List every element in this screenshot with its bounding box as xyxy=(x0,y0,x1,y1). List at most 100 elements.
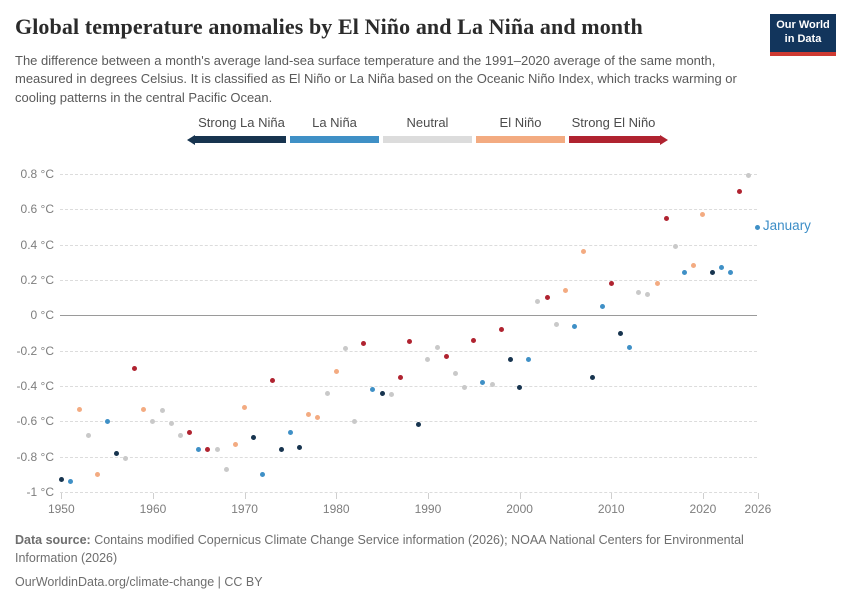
data-point[interactable] xyxy=(168,420,174,426)
data-point[interactable] xyxy=(297,445,303,451)
data-point[interactable] xyxy=(462,385,468,391)
legend-segment-la-nina[interactable] xyxy=(290,136,379,143)
data-point[interactable] xyxy=(141,406,147,412)
data-point[interactable] xyxy=(104,418,110,424)
data-point[interactable] xyxy=(718,265,724,271)
data-point[interactable] xyxy=(122,456,128,462)
data-point[interactable] xyxy=(526,357,532,363)
data-point[interactable] xyxy=(132,365,138,371)
y-axis-label: -0.4 °C xyxy=(16,379,54,394)
data-point[interactable] xyxy=(434,344,440,350)
data-point[interactable] xyxy=(617,330,623,336)
data-point[interactable] xyxy=(342,346,348,352)
data-point[interactable] xyxy=(232,441,238,447)
data-point[interactable] xyxy=(205,447,211,453)
data-point[interactable] xyxy=(452,371,458,377)
data-point[interactable] xyxy=(306,411,312,417)
data-source-line: Data source: Contains modified Copernicu… xyxy=(15,531,760,567)
legend-arrow-left xyxy=(187,134,195,145)
data-point[interactable] xyxy=(727,270,733,276)
data-point[interactable] xyxy=(498,327,504,333)
data-point[interactable] xyxy=(737,189,743,195)
x-tick-mark xyxy=(427,493,429,499)
data-point[interactable] xyxy=(572,323,578,329)
data-point[interactable] xyxy=(755,224,761,230)
data-point[interactable] xyxy=(590,374,596,380)
data-point[interactable] xyxy=(654,281,660,287)
data-point[interactable] xyxy=(645,291,651,297)
data-point[interactable] xyxy=(287,429,293,435)
data-point[interactable] xyxy=(691,263,697,269)
data-point[interactable] xyxy=(489,381,495,387)
data-point[interactable] xyxy=(599,304,605,310)
page-title: Global temperature anomalies by El Niño … xyxy=(15,14,643,39)
data-point[interactable] xyxy=(672,243,678,249)
data-point[interactable] xyxy=(159,408,165,414)
x-tick-mark xyxy=(336,493,338,499)
owid-logo[interactable]: Our World in Data xyxy=(770,14,836,56)
data-point[interactable] xyxy=(67,478,73,484)
data-point[interactable] xyxy=(425,357,431,363)
data-point[interactable] xyxy=(443,353,449,359)
data-point[interactable] xyxy=(379,390,385,396)
data-point[interactable] xyxy=(260,471,266,477)
data-point[interactable] xyxy=(416,422,422,428)
data-point[interactable] xyxy=(223,466,229,472)
data-point[interactable] xyxy=(700,212,706,218)
owid-url-link[interactable]: OurWorldinData.org/climate-change | CC B… xyxy=(15,575,263,590)
data-point[interactable] xyxy=(562,288,568,294)
data-point[interactable] xyxy=(397,374,403,380)
data-point[interactable] xyxy=(113,450,119,456)
gridline xyxy=(60,386,757,388)
data-point[interactable] xyxy=(86,433,92,439)
data-point[interactable] xyxy=(214,447,220,453)
data-point[interactable] xyxy=(269,378,275,384)
data-point[interactable] xyxy=(553,321,559,327)
data-point[interactable] xyxy=(544,295,550,301)
x-axis-label: 2000 xyxy=(506,502,533,516)
data-point[interactable] xyxy=(517,385,523,391)
x-axis-label: 2026 xyxy=(744,502,772,516)
data-point[interactable] xyxy=(324,390,330,396)
data-point[interactable] xyxy=(196,447,202,453)
data-point[interactable] xyxy=(471,337,477,343)
data-point[interactable] xyxy=(682,270,688,276)
data-point[interactable] xyxy=(535,298,541,304)
data-point[interactable] xyxy=(278,447,284,453)
data-point[interactable] xyxy=(581,249,587,255)
data-point[interactable] xyxy=(608,281,614,287)
legend-segment-strong-la-nina[interactable] xyxy=(195,136,286,143)
data-point[interactable] xyxy=(507,357,513,363)
legend-segment-el-nino[interactable] xyxy=(476,136,565,143)
gridline xyxy=(60,280,757,282)
data-point[interactable] xyxy=(480,380,486,386)
data-point[interactable] xyxy=(636,289,642,295)
legend-segment-strong-el-nino[interactable] xyxy=(569,136,660,143)
legend-segment-neutral[interactable] xyxy=(383,136,472,143)
data-point[interactable] xyxy=(370,387,376,393)
data-point[interactable] xyxy=(333,369,339,375)
data-point[interactable] xyxy=(251,434,257,440)
data-point[interactable] xyxy=(58,477,64,483)
data-point[interactable] xyxy=(361,341,367,347)
data-point[interactable] xyxy=(242,404,248,410)
data-point[interactable] xyxy=(352,418,358,424)
data-point[interactable] xyxy=(388,392,394,398)
data-point[interactable] xyxy=(746,173,752,179)
data-point[interactable] xyxy=(177,433,183,439)
x-axis-label: 1980 xyxy=(322,502,350,516)
data-point[interactable] xyxy=(187,429,193,435)
gridline xyxy=(60,421,757,423)
zero-gridline xyxy=(60,315,757,317)
data-point[interactable] xyxy=(77,406,83,412)
data-point[interactable] xyxy=(709,270,715,276)
data-point[interactable] xyxy=(663,215,669,221)
data-point[interactable] xyxy=(627,344,633,350)
data-point[interactable] xyxy=(407,339,413,345)
data-point[interactable] xyxy=(315,415,321,421)
x-axis-label: 1990 xyxy=(414,502,442,516)
data-point[interactable] xyxy=(150,418,156,424)
data-point[interactable] xyxy=(95,471,101,477)
